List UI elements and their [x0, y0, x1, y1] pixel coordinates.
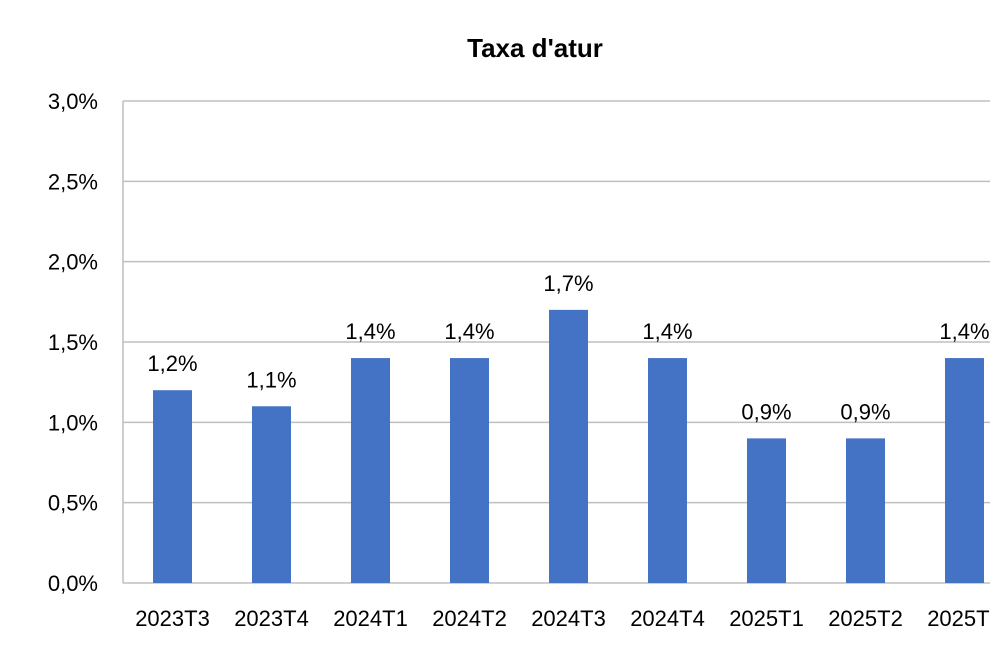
data-label: 1,1%: [246, 367, 296, 392]
data-label: 1,4%: [444, 319, 494, 344]
data-label: 1,7%: [543, 271, 593, 296]
x-tick-label: 2025T1: [729, 606, 804, 631]
bar: [153, 390, 192, 583]
y-axis-ticks: 0,0% 0,5% 1,0% 1,5% 2,0% 2,5% 3,0%: [48, 89, 98, 596]
x-tick-label: 2024T1: [333, 606, 408, 631]
bar: [252, 406, 291, 583]
y-tick-label: 2,5%: [48, 169, 98, 194]
y-tick-label: 0,5%: [48, 491, 98, 516]
data-label: 0,9%: [741, 399, 791, 424]
x-tick-label: 2024T2: [432, 606, 507, 631]
bar: [945, 358, 984, 583]
x-tick-label: 2023T3: [135, 606, 210, 631]
bar: [450, 358, 489, 583]
bar: [648, 358, 687, 583]
y-tick-label: 2,0%: [48, 250, 98, 275]
y-tick-label: 1,5%: [48, 330, 98, 355]
x-tick-label: 2024T3: [531, 606, 606, 631]
data-label: 1,2%: [147, 351, 197, 376]
bar: [549, 309, 588, 583]
x-tick-label: 2025T2: [828, 606, 903, 631]
bar: [846, 438, 885, 583]
data-label: 1,4%: [939, 319, 989, 344]
y-tick-label: 1,0%: [48, 410, 98, 435]
bar: [747, 438, 786, 583]
data-label: 0,9%: [840, 399, 890, 424]
x-axis-ticks: 2023T3 2023T4 2024T1 2024T2 2024T3 2024T4 2025…: [135, 606, 990, 631]
x-tick-label: 2023T4: [234, 606, 309, 631]
chart-title: Taxa d'atur: [467, 33, 603, 63]
data-label: 1,4%: [345, 319, 395, 344]
x-tick-label: 2024T4: [630, 606, 705, 631]
data-labels: 1,2% 1,1% 1,4% 1,4% 1,7% 1,4% 0,9% 0,9% 1,4%: [147, 271, 989, 425]
bar: [351, 358, 390, 583]
y-tick-label: 3,0%: [48, 89, 98, 114]
y-tick-label: 0,0%: [48, 571, 98, 596]
data-label: 1,4%: [642, 319, 692, 344]
x-tick-label: 2025T3: [927, 606, 990, 631]
bars: [153, 309, 984, 583]
